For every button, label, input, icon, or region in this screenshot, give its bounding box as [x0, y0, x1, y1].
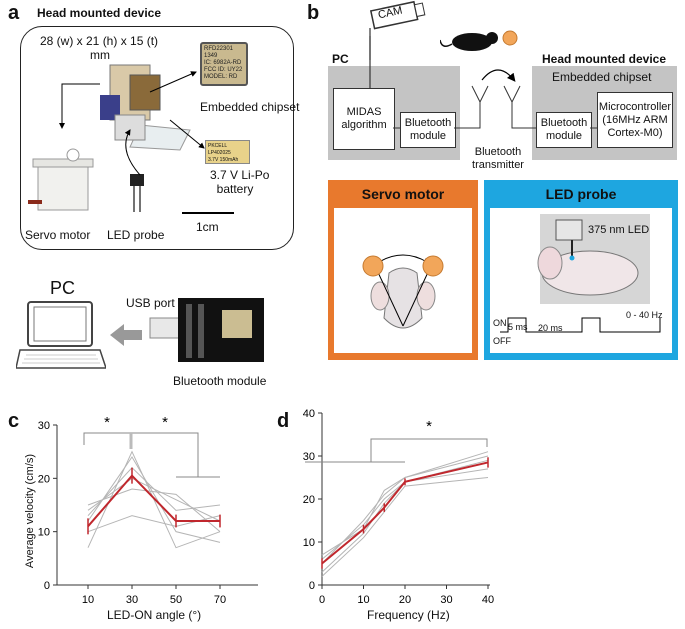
panel-label-d: d [277, 410, 290, 432]
pc-region-label: PC [332, 52, 349, 66]
chart-d-xlabel: Frequency (Hz) [367, 608, 450, 622]
chip-text-4: MODEL: RD [204, 74, 238, 80]
head-device-title: Head mounted device [37, 6, 162, 20]
chip-text-1: 1349 [204, 53, 218, 59]
chart-d-ytick-label: 40 [303, 408, 315, 420]
chart-d-individual-line [321, 459, 489, 560]
chart-d: 0 10 20 30 40 0 10 20 30 40 * [303, 408, 494, 606]
chart-c-ytick-label: 20 [38, 473, 50, 485]
device-region-label: Head mounted device [542, 52, 667, 66]
chart-d-individual-line [321, 455, 489, 556]
usb-label: USB port [126, 296, 175, 310]
chart-d-sig-bracket [370, 438, 488, 462]
chart-d-ytick-label: 10 [303, 537, 315, 549]
chart-d-xtick-label: 30 [440, 594, 452, 606]
chart-c-individual-line [87, 515, 221, 533]
mouse-icon [440, 30, 518, 51]
chart-c: 0 10 20 30 10 30 50 70 * * [38, 414, 258, 606]
panel-a-arrows [59, 71, 205, 176]
chart-c-ytick-label: 10 [38, 527, 50, 539]
on-label: ON [493, 318, 507, 328]
bluetooth-module-photo [149, 298, 264, 362]
led-nm-label: 375 nm LED [588, 224, 650, 236]
chart-c-ytick-label: 0 [44, 580, 50, 592]
freq-label: 0 - 40 Hz [626, 310, 663, 320]
battery-text-1: 3.7V 150mAh [208, 157, 239, 163]
dimensions-unit: mm [90, 48, 110, 62]
chart-c-sig-bracket [83, 432, 199, 445]
chart-c-xtick-label: 70 [214, 594, 226, 606]
led-diagram [500, 214, 661, 333]
time-5ms: 5 ms [508, 322, 528, 332]
chip-text-0: RFD22301 [204, 46, 234, 52]
chipset-label: Embedded chipset [552, 70, 652, 84]
chart-c-xtick-label: 30 [126, 594, 138, 606]
chart-d-xtick-label: 0 [319, 594, 325, 606]
chart-d-xtick-label: 20 [399, 594, 411, 606]
bt-module-right: Bluetooth module [536, 112, 592, 148]
chart-d-individual-line [321, 468, 489, 573]
head-device-frame [20, 26, 294, 250]
bt-label: Bluetooth module [173, 374, 267, 388]
chart-d-individual-line [321, 451, 489, 564]
off-label: OFF [493, 336, 511, 346]
chart-c-sig-star: * [104, 414, 110, 431]
scale-bar [182, 212, 234, 214]
chart-c-xlabel: LED-ON angle (°) [107, 608, 202, 622]
chart-d-ytick-label: 0 [309, 580, 315, 592]
chart-c-individual-line [87, 488, 221, 533]
panel-label-b: b [307, 2, 320, 24]
panel-a: Head mounted device 28 (w) x 21 (h) x 15… [0, 0, 300, 400]
device-photo [100, 64, 191, 151]
chart-c-sig-star: * [162, 414, 168, 431]
camera-icon [369, 0, 426, 60]
mcu-box: Microcontroller (16MHz ARM Cortex-M0) [597, 92, 673, 148]
bt-module-left: Bluetooth module [400, 112, 456, 148]
panel-b: PC Head mounted device Embedded chipset … [300, 0, 685, 400]
servo-label: Servo motor [25, 228, 91, 242]
midas-box: MIDAS algorithm [333, 88, 395, 150]
chip-text-3: FCC ID: UY22 [204, 67, 243, 73]
battery-label: 3.7 V Li-Po [210, 168, 270, 182]
scale-label: 1cm [196, 220, 219, 234]
servo-photo [28, 148, 94, 211]
chart-d-xtick-label: 10 [357, 594, 369, 606]
chart-c-ytick-label: 30 [38, 420, 50, 432]
battery-text-0: PKCELL LP402025 [208, 143, 231, 156]
chart-c-mean-line [87, 474, 220, 527]
chart-d-ytick-label: 30 [303, 451, 315, 463]
chart-c-xtick-label: 50 [170, 594, 182, 606]
chip-label: Embedded chipset [200, 100, 300, 114]
battery-photo: PKCELL LP402025 3.7V 150mAh [205, 140, 250, 164]
panel-label-a: a [8, 2, 20, 24]
chart-d-xtick-label: 40 [482, 594, 494, 606]
arrow-left-icon [110, 324, 142, 346]
chart-d-individual-line [321, 477, 489, 577]
dimensions-text: 28 (w) x 21 (h) x 15 (t) [40, 34, 159, 48]
chip-photo: RFD22301 1349 IC: 6982A-RD FCC ID: UY22 … [200, 42, 248, 86]
chart-d-mean-line [321, 461, 489, 565]
servo-box: Servo motor [328, 180, 478, 360]
chart-c-ylabel: Average velocity (cm/s) [24, 453, 36, 569]
led-label: LED probe [107, 228, 165, 242]
led-probe-photo [130, 174, 144, 212]
battery-label2: battery [216, 182, 254, 196]
bt-transmitter-label: Bluetooth transmitter [472, 146, 524, 171]
led-box: LED probe 375 nm LED ON OFF 5 ms 20 ms 0… [484, 180, 678, 360]
led-title: LED probe [545, 186, 617, 202]
chart-d-ytick-label: 20 [303, 494, 315, 506]
chart-d-sig-star: * [426, 418, 432, 435]
servo-diagram [362, 254, 444, 329]
pc-label: PC [50, 278, 76, 298]
chart-c-individual-line [87, 456, 221, 543]
chart-c-xtick-label: 10 [82, 594, 94, 606]
chart-c-individual-line [87, 477, 221, 522]
panel-label-c: c [8, 410, 20, 432]
chip-text-2: IC: 6982A-RD [204, 60, 242, 66]
laptop-icon [16, 301, 106, 369]
time-20ms: 20 ms [538, 323, 563, 333]
panel-b-links [369, 36, 597, 129]
servo-title: Servo motor [361, 186, 445, 202]
